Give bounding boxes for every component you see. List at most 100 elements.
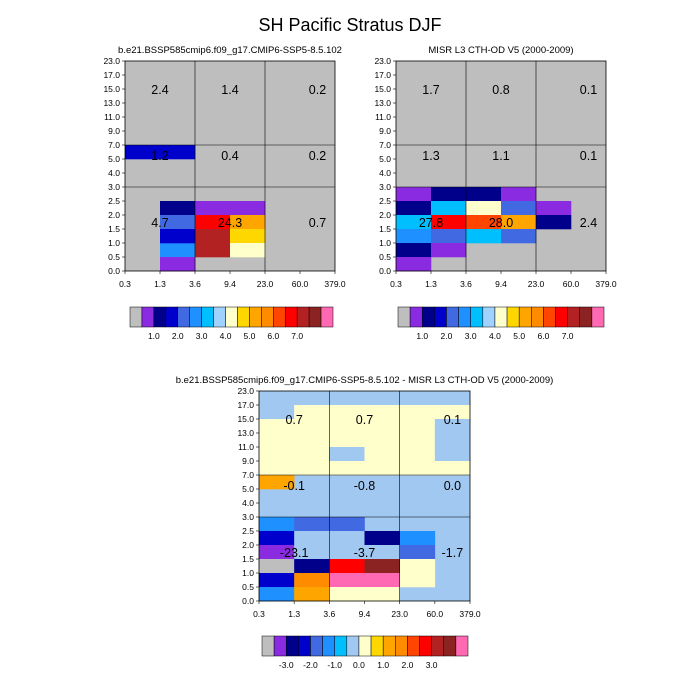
heatmap-cell — [399, 545, 436, 560]
heatmap-cell — [329, 461, 365, 476]
x-tick-label: 9.4 — [359, 609, 371, 619]
figure-title: SH Pacific Stratus DJF — [258, 15, 441, 35]
panel-title: b.e21.BSSP585cmip6.f09_g17.CMIP6-SSP5-8.… — [176, 375, 554, 386]
heatmap-cell — [230, 229, 266, 244]
colorbar-label: 1.0 — [416, 331, 428, 341]
heatmap-cell — [399, 559, 436, 574]
colorbar-swatch — [567, 306, 581, 328]
y-tick-label: 2.0 — [108, 210, 120, 220]
region-value-label: -0.1 — [283, 479, 305, 493]
heatmap-cell — [160, 145, 196, 160]
heatmap-cell — [259, 559, 295, 574]
heatmap-cell — [294, 419, 330, 434]
y-tick-label: 0.5 — [108, 252, 120, 262]
heatmap-cell — [294, 391, 330, 406]
heatmap-cell — [536, 215, 572, 230]
colorbar-swatch — [543, 306, 556, 328]
x-tick-label: 9.4 — [224, 279, 236, 289]
y-tick-label: 1.0 — [108, 238, 120, 248]
heatmap-cell — [329, 419, 365, 434]
heatmap-cell — [364, 545, 400, 560]
colorbar-label: 0.0 — [353, 660, 365, 670]
region-value-label: 0.1 — [444, 413, 461, 427]
colorbar-swatch — [407, 635, 420, 657]
colorbar-swatch — [285, 635, 299, 657]
colorbar-swatch — [261, 635, 275, 657]
x-tick-label: 0.3 — [253, 609, 265, 619]
y-tick-label: 23.0 — [237, 386, 254, 396]
y-tick-label: 4.0 — [242, 498, 254, 508]
colorbar-label: -2.0 — [303, 660, 318, 670]
region-value-label: -23.1 — [280, 546, 309, 560]
y-tick-label: 23.0 — [103, 56, 120, 66]
colorbar-swatch — [298, 635, 311, 657]
y-tick-label: 5.0 — [379, 154, 391, 164]
x-tick-label: 1.3 — [154, 279, 166, 289]
y-tick-label: 13.0 — [103, 98, 120, 108]
colorbar-swatch — [322, 635, 335, 657]
heatmap-cell — [434, 447, 471, 462]
heatmap-cell — [364, 573, 400, 588]
heatmap-cell — [294, 517, 330, 532]
x-tick-label: 60.0 — [427, 609, 444, 619]
heatmap-cell — [501, 215, 537, 230]
heatmap-cell — [294, 447, 330, 462]
y-tick-label: 11.0 — [104, 112, 120, 122]
colorbar-swatch — [346, 635, 360, 657]
y-tick-label: 1.5 — [108, 224, 120, 234]
panel-misr: MISR L3 CTH-OD V5 (2000-2009) 0.0 0.5 1.0 1.… — [374, 45, 616, 289]
heatmap-cell — [125, 145, 161, 160]
y-tick-label: 0.0 — [379, 266, 391, 276]
y-tick-label: 1.5 — [242, 554, 254, 564]
region-value-label: 0.2 — [309, 83, 326, 97]
heatmap-cell — [399, 391, 436, 406]
heatmap-cell — [434, 461, 471, 476]
colorbar-swatch — [201, 306, 214, 328]
heatmap-cell — [399, 531, 436, 546]
x-tick-label: 60.0 — [563, 279, 580, 289]
colorbar-swatch — [470, 306, 484, 328]
heatmap-cell — [259, 545, 295, 560]
colorbar-swatch — [141, 306, 155, 328]
x-tick-label: 3.6 — [460, 279, 472, 289]
heatmap-cell — [329, 391, 365, 406]
heatmap-cell — [364, 531, 400, 546]
heatmap-cell — [434, 405, 471, 420]
colorbar-label: 1.0 — [148, 331, 160, 341]
colorbar-label: 4.0 — [489, 331, 501, 341]
y-tick-label: 15.0 — [103, 84, 120, 94]
colorbar-swatch — [261, 306, 274, 328]
heatmap-cell — [259, 433, 295, 448]
y-tick-label: 7.0 — [242, 470, 254, 480]
heatmap-cell — [259, 517, 295, 532]
heatmap-cell — [329, 531, 365, 546]
heatmap-cell — [434, 433, 471, 448]
colorbar-swatch — [370, 635, 384, 657]
heatmap-cell — [329, 517, 365, 532]
y-tick-label: 5.0 — [108, 154, 120, 164]
colorbar-label: 3.0 — [426, 660, 438, 670]
region-value-label: 0.7 — [309, 216, 326, 230]
heatmap-cell — [230, 243, 266, 258]
heatmap-cell — [399, 419, 436, 434]
heatmap-cell — [259, 447, 295, 462]
heatmap-cell — [294, 587, 330, 602]
heatmap-cell — [259, 475, 295, 490]
region-value-label: 0.1 — [580, 149, 597, 163]
x-tick-label: 379.0 — [595, 279, 617, 289]
colorbar-swatch — [225, 306, 238, 328]
heatmap-cell — [364, 447, 400, 462]
region-value-label: 1.1 — [492, 149, 509, 163]
y-tick-label: 2.0 — [379, 210, 391, 220]
colorbar-swatch — [555, 306, 568, 328]
heatmap-cell — [434, 419, 471, 434]
heatmap-cell — [195, 215, 231, 230]
heatmap-cell — [329, 433, 365, 448]
heatmap-cell — [160, 215, 196, 230]
heatmap-cell — [364, 559, 400, 574]
colorbar-label: -1.0 — [327, 660, 342, 670]
heatmap-cell — [294, 531, 330, 546]
colorbar-label: -3.0 — [279, 660, 294, 670]
colorbar-swatch — [213, 306, 226, 328]
heatmap-cell — [536, 201, 572, 216]
